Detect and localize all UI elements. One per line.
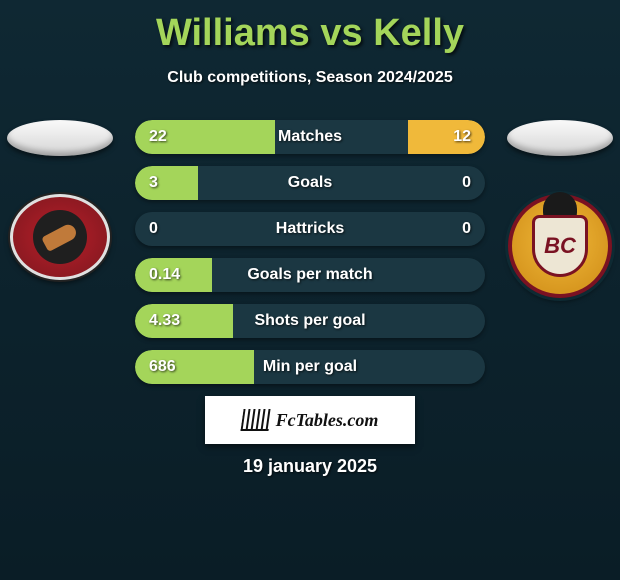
stat-label: Min per goal [263, 358, 357, 376]
chart-icon [242, 409, 270, 431]
stat-value-left: 4.33 [149, 312, 180, 330]
stat-bar-right [408, 120, 485, 154]
stat-rows: 22 Matches 12 3 Goals 0 0 Hattricks 0 0.… [135, 120, 485, 384]
stat-value-right: 0 [462, 220, 471, 238]
stat-label: Goals [288, 174, 332, 192]
stat-row: 3 Goals 0 [135, 166, 485, 200]
stat-label: Hattricks [276, 220, 344, 238]
watermark-text: FcTables.com [276, 410, 379, 431]
stat-label: Shots per goal [254, 312, 365, 330]
comparison-title: Williams vs Kelly [0, 12, 620, 55]
vs-label: vs [320, 12, 362, 54]
player2-name: Kelly [373, 12, 464, 54]
stat-row: 22 Matches 12 [135, 120, 485, 154]
team-right-crest: BC [508, 194, 612, 298]
date-label: 19 january 2025 [243, 456, 377, 477]
team-right-badge-text: BC [532, 215, 588, 277]
stat-value-left: 3 [149, 174, 158, 192]
stat-bar-left [135, 166, 198, 200]
player2-portrait-placeholder [507, 120, 613, 156]
stat-value-left: 22 [149, 128, 167, 146]
stat-row: 686 Min per goal [135, 350, 485, 384]
stat-label: Matches [278, 128, 342, 146]
subtitle: Club competitions, Season 2024/2025 [0, 69, 620, 87]
stat-row: 0 Hattricks 0 [135, 212, 485, 246]
watermark-badge: FcTables.com [205, 396, 415, 444]
left-player-column [0, 120, 120, 280]
player1-name: Williams [156, 12, 310, 54]
stat-row: 0.14 Goals per match [135, 258, 485, 292]
stat-label: Goals per match [247, 266, 372, 284]
stat-value-left: 0 [149, 220, 158, 238]
right-player-column: BC [500, 120, 620, 298]
stat-value-right: 0 [462, 174, 471, 192]
stat-value-left: 0.14 [149, 266, 180, 284]
stat-value-right: 12 [453, 128, 471, 146]
team-left-crest [10, 194, 110, 280]
stat-row: 4.33 Shots per goal [135, 304, 485, 338]
stat-value-left: 686 [149, 358, 176, 376]
player1-portrait-placeholder [7, 120, 113, 156]
